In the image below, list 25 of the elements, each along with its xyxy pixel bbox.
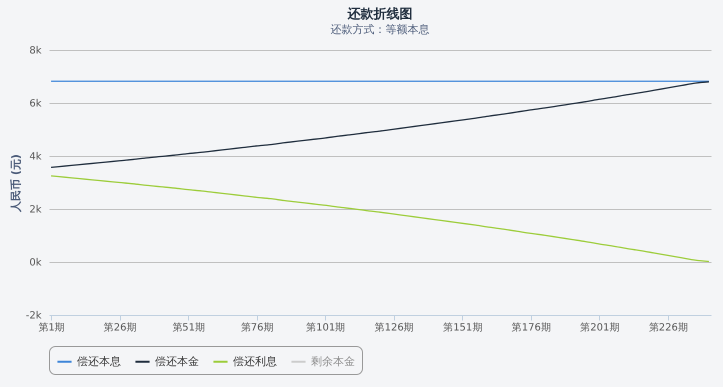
y-axis-title: 人民币 (元) <box>10 154 23 213</box>
x-tick-label: 第101期 <box>306 322 346 334</box>
line-series <box>50 81 710 168</box>
y-tick-label: 2k <box>29 204 42 216</box>
x-tick-label: 第151期 <box>443 322 482 334</box>
legend-label: 剩余本金 <box>311 354 355 368</box>
legend-label: 偿还本金 <box>155 354 199 368</box>
legend-label: 偿还利息 <box>233 354 277 368</box>
x-tick-label: 第201期 <box>580 322 620 334</box>
x-tick-label: 第26期 <box>104 322 136 334</box>
x-tick-label: 第1期 <box>38 322 65 334</box>
x-tick-label: 第76期 <box>240 322 274 334</box>
y-tick-label: 8k <box>29 46 42 56</box>
x-tick-label: 第51期 <box>172 322 205 334</box>
x-tick-label: 第226期 <box>648 322 688 334</box>
y-tick-label: 6k <box>29 98 42 110</box>
x-tick-label: 第176期 <box>512 322 551 334</box>
chart-title: 还款折线图 <box>346 7 412 22</box>
y-tick-label: 4k <box>29 152 42 162</box>
x-tick-label: 第126期 <box>374 322 414 334</box>
y-tick-label: -2k <box>26 310 42 322</box>
y-tick-label: 0k <box>29 258 42 268</box>
chart-subtitle: 还款方式：等额本息 <box>330 23 430 36</box>
line-series <box>50 175 710 262</box>
legend-label: 偿还本息 <box>77 354 121 368</box>
